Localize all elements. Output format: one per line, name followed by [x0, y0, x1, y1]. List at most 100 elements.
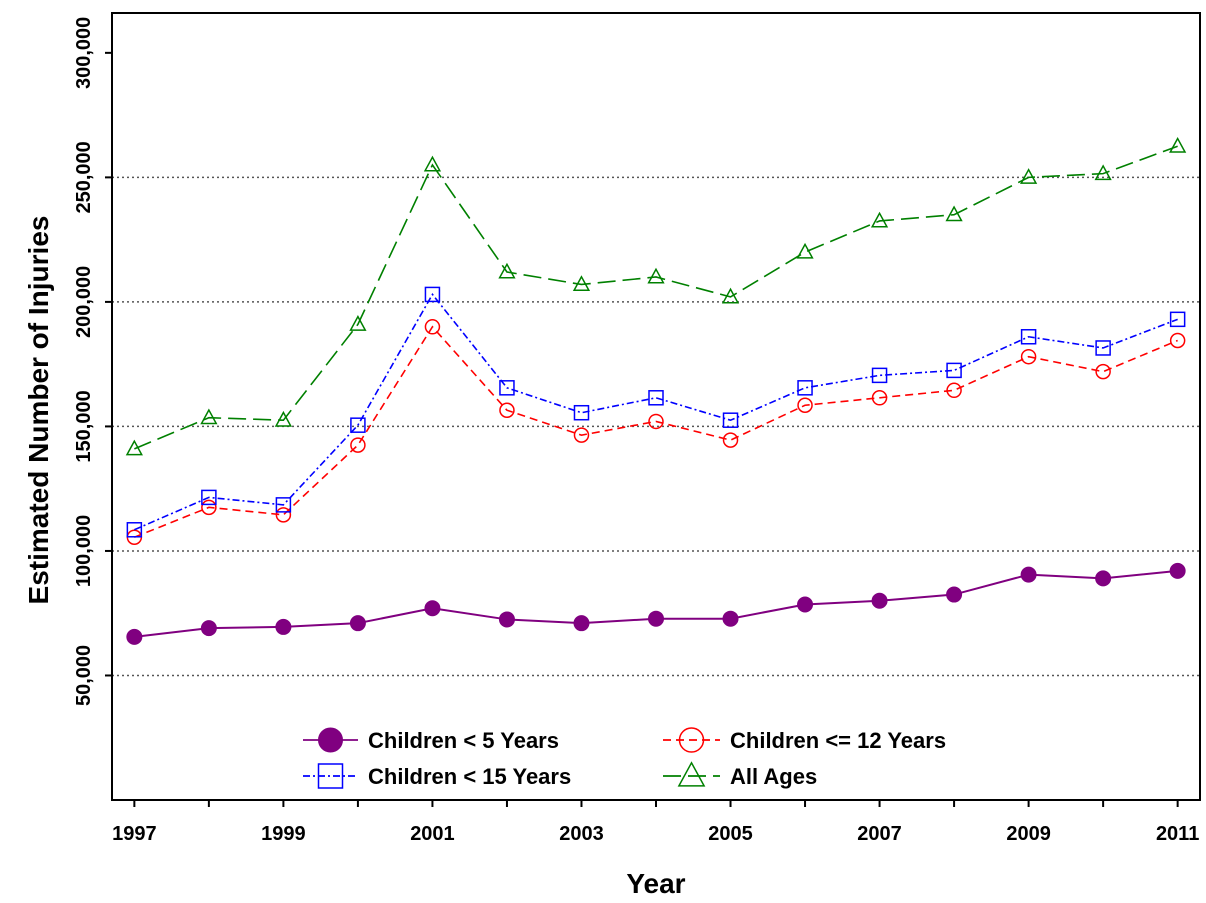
x-tick-label: 2009 [1006, 823, 1051, 845]
data-point [647, 267, 665, 284]
x-axis-title: Year [626, 868, 685, 899]
data-point [721, 287, 740, 304]
data-point [201, 489, 217, 506]
data-point [722, 610, 739, 627]
y-tick-label: 50,000 [73, 645, 95, 706]
data-point [200, 620, 217, 637]
data-point [572, 275, 591, 291]
x-tick-label: 2005 [708, 823, 753, 845]
series-0 [126, 562, 1186, 645]
legend-item: Children < 5 Years [303, 727, 559, 753]
data-point [1019, 168, 1038, 184]
data-point [126, 628, 143, 645]
data-point [946, 382, 962, 399]
legend-label: All Ages [730, 764, 817, 789]
series-1 [126, 319, 1186, 546]
data-point [499, 380, 515, 396]
data-point [722, 412, 739, 428]
y-tick-label: 100,000 [73, 515, 95, 587]
x-axis: 1997 1999 2001 2003 2005 2007 2009 2011 [112, 800, 1199, 845]
data-point [648, 413, 664, 430]
legend-label: Children < 5 Years [368, 728, 559, 753]
y-axis: 50,000 100,000 150,000 200,000 250,000 300,00… [73, 17, 112, 706]
data-point [498, 262, 516, 279]
data-point [200, 408, 218, 425]
data-point [573, 427, 590, 443]
legend-marker [318, 727, 343, 753]
data-point [1169, 136, 1187, 153]
series-line [134, 145, 1178, 450]
x-tick-label: 1999 [261, 823, 306, 845]
legend-marker [317, 763, 344, 789]
data-point [1095, 340, 1111, 356]
data-point [871, 367, 888, 384]
data-point [350, 417, 366, 433]
data-point [648, 390, 664, 406]
data-point [1169, 562, 1186, 579]
y-tick-label: 150,000 [73, 390, 95, 462]
data-point [870, 211, 889, 228]
data-point [424, 286, 441, 303]
data-point [1020, 329, 1037, 345]
y-tick-label: 250,000 [73, 141, 95, 213]
data-point [1169, 332, 1186, 349]
legend-label: Children <= 12 Years [730, 728, 946, 753]
data-point [1020, 348, 1037, 365]
data-point [201, 499, 217, 516]
data-point [498, 611, 515, 628]
data-point [499, 402, 515, 418]
legend-item: Children <= 12 Years [663, 727, 946, 753]
y-tick-label: 300,000 [73, 17, 95, 89]
data-point [349, 315, 367, 331]
data-point [125, 439, 143, 456]
data-point [423, 155, 442, 172]
data-point [797, 380, 813, 396]
data-point [797, 397, 813, 414]
data-point [275, 618, 292, 635]
series-line [134, 293, 1178, 531]
data-point [946, 586, 963, 603]
legend-label: Children < 15 Years [368, 764, 571, 789]
x-tick-label: 2007 [857, 823, 902, 845]
data-point [797, 596, 814, 613]
data-point [946, 362, 962, 379]
legend-item: All Ages [663, 761, 817, 789]
data-point [350, 437, 366, 453]
legend-marker [677, 761, 706, 787]
data-point [1169, 311, 1186, 328]
x-tick-label: 1997 [112, 823, 157, 845]
data-point [424, 600, 441, 617]
data-point [722, 432, 739, 448]
data-point [871, 390, 888, 406]
data-point [275, 497, 292, 513]
data-point [1094, 164, 1112, 181]
legend-item: Children < 15 Years [303, 763, 571, 789]
data-point [871, 592, 888, 609]
x-tick-label: 2003 [559, 823, 604, 845]
y-tick-label: 200,000 [73, 266, 95, 338]
data-point [796, 242, 814, 259]
data-point [573, 404, 590, 421]
plot-frame [111, 12, 1201, 801]
data-point [275, 507, 292, 523]
data-point [648, 610, 664, 627]
data-point [1095, 363, 1111, 380]
gridlines [112, 176, 1200, 677]
data-point [349, 615, 366, 632]
data-point [126, 522, 143, 538]
series-group [125, 136, 1187, 645]
series-3 [125, 136, 1187, 456]
data-point [274, 410, 293, 427]
legend-marker [678, 727, 705, 753]
series-line [134, 325, 1178, 538]
data-point [945, 205, 963, 222]
legend: Children < 5 Years Children <= 12 Years Ch… [303, 727, 946, 789]
data-point [1020, 566, 1037, 583]
x-tick-label: 2001 [410, 823, 455, 845]
series-2 [126, 286, 1186, 538]
data-point [573, 615, 590, 632]
x-tick-label: 2011 [1156, 823, 1199, 845]
data-point [424, 319, 441, 335]
